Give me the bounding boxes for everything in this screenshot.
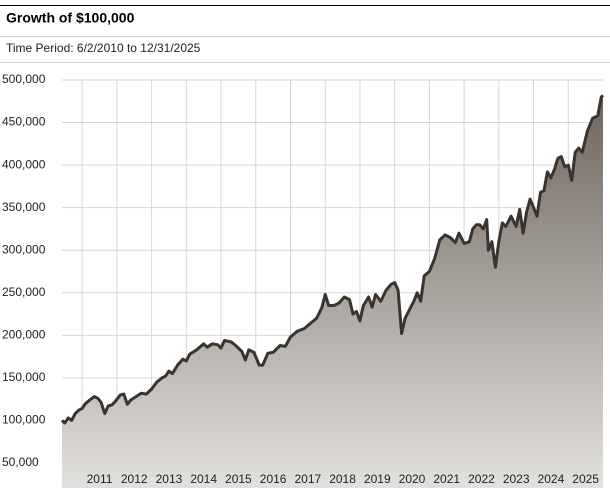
x-tick-label: 2018 (329, 472, 356, 486)
x-tick-label: 2022 (468, 472, 495, 486)
x-tick-label: 2011 (87, 472, 113, 486)
y-tick-label: 100,000 (2, 413, 46, 427)
x-tick-label: 2023 (503, 472, 530, 486)
chart-subtitle: Time Period: 6/2/2010 to 12/31/2025 (6, 41, 201, 55)
y-tick-label: 500,000 (2, 72, 46, 86)
x-tick-label: 2021 (433, 472, 460, 486)
y-tick-label: 250,000 (2, 285, 46, 299)
y-tick-label: 450,000 (2, 115, 46, 129)
y-tick-label: 350,000 (2, 200, 46, 214)
x-tick-label: 2025 (572, 472, 599, 486)
growth-line (60, 94, 605, 425)
y-tick-label: 200,000 (2, 328, 46, 342)
plot-area (60, 94, 605, 489)
y-tick-label: 150,000 (2, 370, 46, 384)
y-tick-label: 400,000 (2, 157, 46, 171)
chart-title: Growth of $100,000 (6, 10, 135, 26)
y-tick-label: 50,000 (2, 455, 39, 469)
x-tick-label: 2019 (364, 472, 391, 486)
y-tick-label: 300,000 (2, 242, 46, 256)
x-tick-label: 2024 (538, 472, 565, 486)
x-tick-label: 2016 (260, 472, 287, 486)
x-tick-label: 2013 (156, 472, 183, 486)
axis-labels: 50,000 100,000 150,000 200,000 250,000 300,00… (2, 72, 599, 486)
x-tick-label: 2012 (121, 472, 148, 486)
x-tick-label: 2017 (294, 472, 321, 486)
x-tick-label: 2015 (225, 472, 252, 486)
x-tick-label: 2020 (399, 472, 426, 486)
x-tick-label: 2014 (190, 472, 217, 486)
area-fill (62, 95, 603, 489)
